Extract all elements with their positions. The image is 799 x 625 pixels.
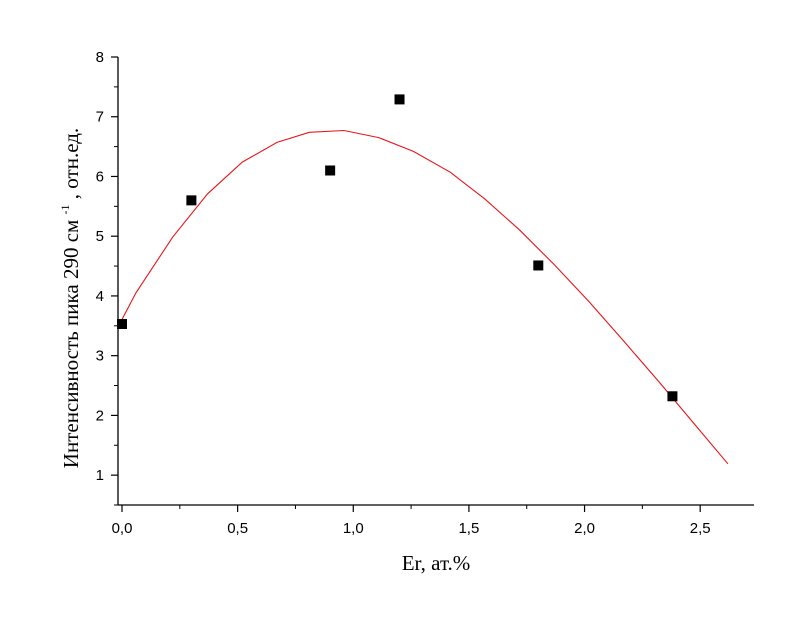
y-tick-label: 6 xyxy=(96,168,104,185)
fit-curve xyxy=(116,129,729,465)
data-point xyxy=(325,165,336,176)
y-tick-label: 5 xyxy=(96,228,104,245)
data-point xyxy=(117,319,127,330)
x-axis-title: Er, ат.% xyxy=(402,551,471,575)
y-axis-title: Интенсивность пика 290 см -1 , отн.ед. xyxy=(50,128,83,468)
y-ticks: 1 2 3 4 5 6 7 8 xyxy=(96,49,118,506)
y-axis-title-superscript: -1 xyxy=(58,204,72,214)
x-tick-label: 2,0 xyxy=(574,520,595,537)
x-tick-label: 2,5 xyxy=(690,520,711,537)
data-point xyxy=(394,94,405,105)
y-tick-label: 4 xyxy=(96,288,104,305)
x-tick-label: 0,0 xyxy=(112,520,133,537)
data-point xyxy=(533,260,544,271)
x-tick-label: 1,0 xyxy=(343,520,364,537)
y-axis-title-main: Интенсивность пика 290 см xyxy=(59,220,83,469)
y-axis-title-tail: , отн.ед. xyxy=(59,128,83,199)
y-tick-label: 1 xyxy=(96,467,104,484)
x-ticks: 0,0 0,5 1,0 1,5 2,0 2,5 xyxy=(112,505,711,537)
x-tick-label: 0,5 xyxy=(227,520,248,537)
plot-series xyxy=(116,94,729,465)
y-tick-label: 8 xyxy=(96,49,104,66)
data-point xyxy=(667,391,678,402)
y-tick-label: 2 xyxy=(96,407,104,424)
data-point xyxy=(186,195,197,206)
y-tick-label: 7 xyxy=(96,109,104,126)
svg-text:Интенсивность пика 290 см: Интенсивность пика 290 см -1 , отн.ед. xyxy=(50,128,83,468)
y-tick-label: 3 xyxy=(96,348,104,365)
axes xyxy=(117,57,754,506)
x-tick-label: 1,5 xyxy=(458,520,479,537)
